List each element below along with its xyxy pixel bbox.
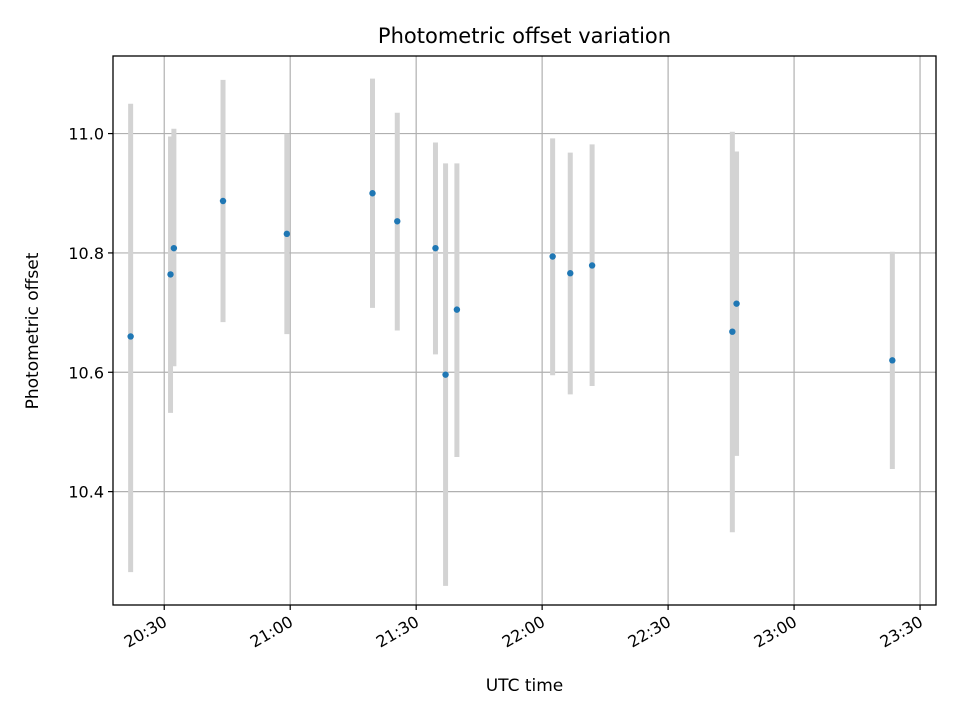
y-tick-label: 10.6 [68,363,104,382]
y-tick-label: 10.4 [68,483,104,502]
x-tick-label: 21:00 [247,612,296,652]
data-point [127,333,134,340]
plot-area-frame [112,55,937,606]
x-axis-ticks: 20:30 21:00 21:30 22:00 22:30 23:00 23:30 [121,605,926,652]
data-point [432,244,439,252]
y-tick-label: 10.8 [68,244,104,263]
x-tick-label: 21:30 [373,612,422,652]
grid [113,56,936,605]
error-bars [128,78,895,586]
data-point [889,357,896,364]
data-point [394,218,401,225]
data-point [167,271,174,278]
data-point [549,253,556,260]
x-tick-label: 23:30 [877,612,926,652]
y-axis-label: Photometric offset [23,252,43,409]
data-point [588,262,596,269]
data-point [729,328,736,335]
x-tick-label: 22:30 [625,612,674,652]
data-point [567,270,574,277]
data-point [170,244,178,252]
data-point [733,300,740,307]
x-axis-label: UTC time [486,676,564,696]
chart-title: Photometric offset variation [378,24,671,48]
x-tick-label: 23:00 [751,612,800,652]
y-axis-ticks: 10.4 10.6 10.8 11.0 [68,125,113,502]
data-point [453,306,461,313]
y-tick-label: 11.0 [68,125,104,144]
data-points [127,190,896,378]
data-point [283,230,291,238]
x-tick-label: 22:00 [499,612,548,652]
data-point [442,371,449,378]
data-point [369,190,376,197]
data-point [219,197,227,205]
x-tick-label: 20:30 [121,612,170,652]
